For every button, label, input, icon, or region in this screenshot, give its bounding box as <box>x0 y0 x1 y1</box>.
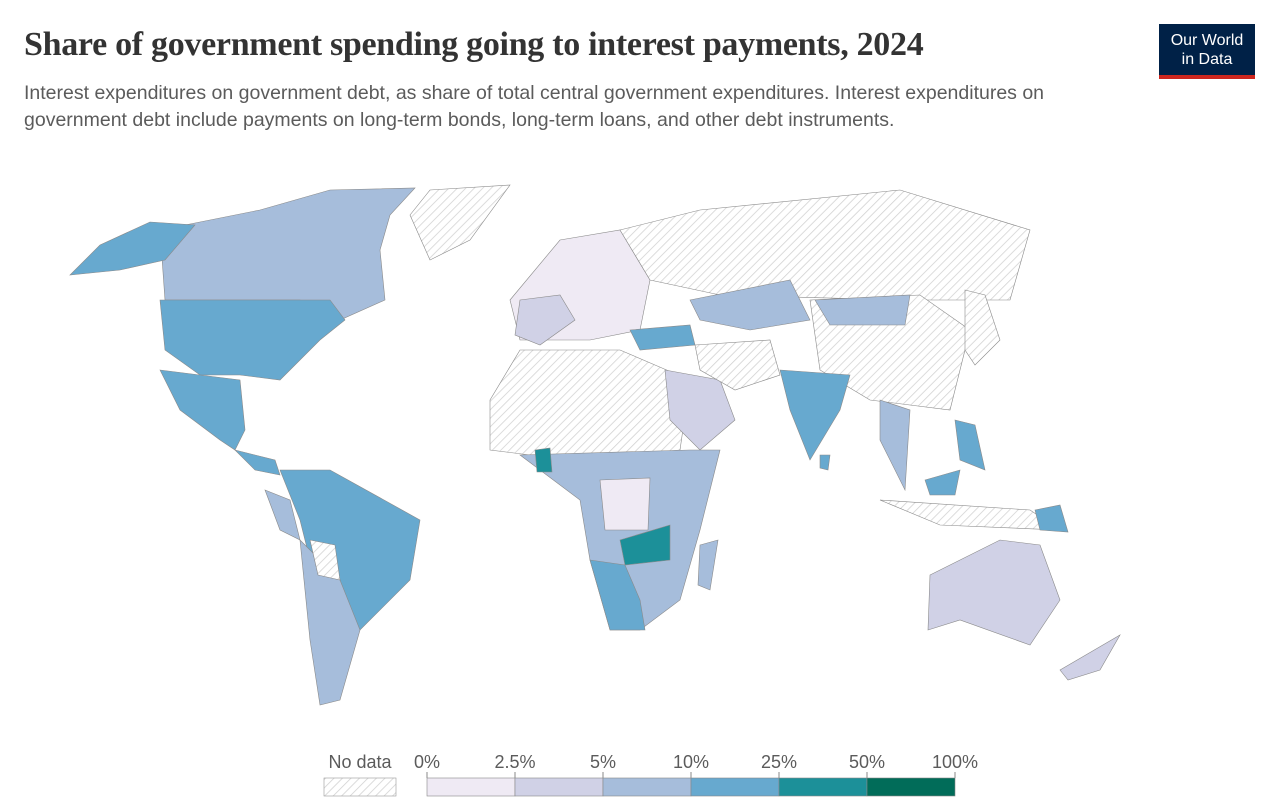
legend-tick-label: 100% <box>932 752 978 772</box>
country[interactable] <box>409 184 511 261</box>
logo-line: Our World <box>1170 32 1244 49</box>
legend-no-data-label: No data <box>328 752 392 772</box>
country[interactable] <box>879 399 911 492</box>
legend-bin <box>514 777 604 797</box>
country[interactable] <box>779 369 851 461</box>
country[interactable] <box>954 419 986 471</box>
country[interactable] <box>159 369 246 451</box>
legend-tick-label: 25% <box>761 752 797 772</box>
legend-tick-label: 5% <box>590 752 616 772</box>
country[interactable] <box>879 499 1062 531</box>
country[interactable] <box>309 539 341 581</box>
country[interactable] <box>489 349 691 461</box>
country[interactable] <box>689 279 811 331</box>
legend-bin <box>866 777 956 797</box>
legend-bin <box>690 777 780 797</box>
country[interactable] <box>927 539 1061 646</box>
country[interactable] <box>1059 634 1121 681</box>
country[interactable] <box>697 539 719 591</box>
country[interactable] <box>514 294 576 346</box>
subtitle: Interest expenditures on government debt… <box>24 82 1045 131</box>
country[interactable] <box>1034 504 1069 533</box>
country[interactable] <box>924 469 961 496</box>
country[interactable] <box>814 294 911 326</box>
legend-tick-label: 0% <box>414 752 440 772</box>
legend-bin <box>426 777 516 797</box>
country[interactable] <box>589 559 646 631</box>
country[interactable] <box>694 339 781 391</box>
country[interactable] <box>619 524 671 566</box>
country[interactable] <box>819 454 831 471</box>
legend-bin <box>602 777 692 797</box>
legend-bin <box>778 777 868 797</box>
country[interactable] <box>664 369 736 451</box>
country[interactable] <box>619 189 1031 301</box>
legend-no-data-swatch <box>323 777 397 797</box>
country[interactable] <box>964 289 1001 366</box>
legend: No data 0% 2.5% 5% 10% 25% 50% 100% <box>323 752 978 797</box>
country[interactable] <box>159 299 346 381</box>
countries <box>69 184 1121 706</box>
logo-line: in Data <box>1181 51 1233 68</box>
country[interactable] <box>534 447 553 473</box>
legend-tick-label: 2.5% <box>494 752 535 772</box>
country[interactable] <box>279 469 421 631</box>
country[interactable] <box>234 449 281 476</box>
legend-tick-label: 10% <box>673 752 709 772</box>
logo[interactable]: Our World in Data <box>1159 24 1255 79</box>
title: Share of government spending going to in… <box>24 26 924 63</box>
country[interactable] <box>599 477 651 531</box>
country[interactable] <box>69 221 196 276</box>
legend-tick-label: 50% <box>849 752 885 772</box>
